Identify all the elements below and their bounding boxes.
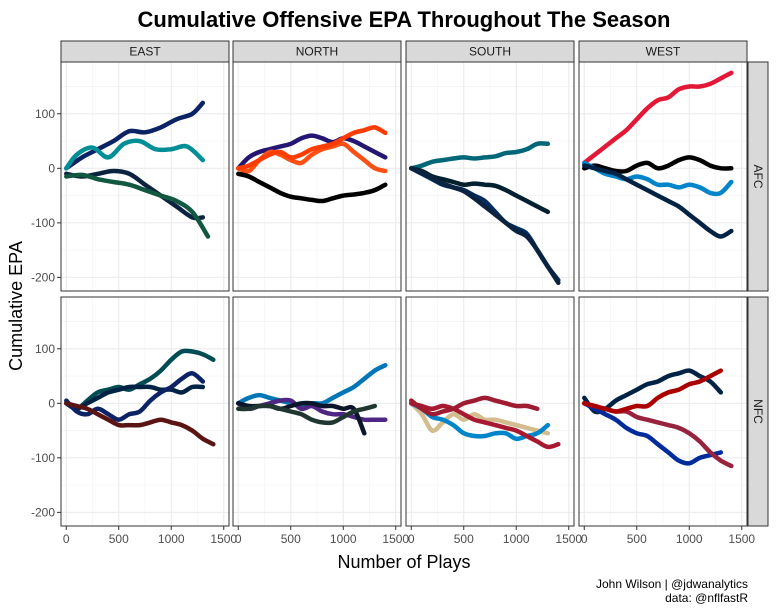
series-line-nfc-west-4 [582,368,724,414]
series-line-afc-north-1 [236,133,388,171]
caption-author: John Wilson | @jdwanalytics [596,577,748,591]
chart-title: Cumulative Offensive EPA Throughout The … [138,7,671,32]
panel-series-afc-east [64,100,211,239]
panel-border-nfc-west [578,296,748,527]
series-line-afc-west-1 [582,70,734,166]
panels-area: EAST NORTH SOUTH WESTAFCNFC1000-100-2001000… [31,40,769,546]
strip-label-south: SOUTH [469,45,511,59]
panel-border-nfc-east [60,296,230,527]
y-tick-label: -100 [31,216,55,230]
x-tick-label: 0 [63,532,70,546]
x-axis-title: Number of Plays [337,552,470,572]
x-tick-label: 500 [281,532,301,546]
y-tick-label: 0 [48,396,55,410]
x-tick-label: 0 [235,532,242,546]
x-tick-label: 0 [581,532,588,546]
x-tick-label: 1000 [503,532,530,546]
x-tick-label: 1500 [555,532,582,546]
series-line-afc-north-3 [236,125,388,171]
panel-series-afc-west [582,70,734,239]
series-line-nfc-east-1 [64,348,216,412]
panel-border-afc-west [578,61,748,292]
y-tick-label: 100 [35,107,55,121]
series-line-nfc-south-3 [409,401,561,450]
series-line-afc-east-1 [64,100,206,171]
y-axis-title: Cumulative EPA [6,241,26,371]
x-tick-label: 1500 [210,532,237,546]
series-line-nfc-south-4 [409,395,540,417]
strip-label-afc: AFC [751,165,765,189]
series-line-nfc-east-4 [64,401,216,447]
series-line-nfc-east-3 [64,371,206,422]
series-line-nfc-north-4 [236,403,378,426]
strip-afc [747,61,769,292]
x-tick-label: 500 [109,532,129,546]
panel-border-afc-east [60,61,230,292]
x-tick-label: 1000 [676,532,703,546]
y-tick-label: 0 [48,161,55,175]
x-tick-label: 1000 [330,532,357,546]
x-tick-label: 0 [408,532,415,546]
strip-label-east: EAST [129,45,161,59]
series-line-afc-south-4 [409,166,561,286]
series-line-afc-west-4 [582,163,734,239]
x-tick-label: 500 [454,532,474,546]
series-line-afc-south-1 [409,141,551,171]
series-line-afc-north-4 [236,171,388,204]
strip-label-nfc: NFC [751,399,765,424]
series-line-afc-west-3 [582,160,734,197]
caption-source: data: @nflfastR [665,591,748,605]
series-line-nfc-south-1 [409,401,551,436]
y-tick-label: -200 [31,505,55,519]
series-line-nfc-east-2 [64,384,206,412]
series-line-afc-east-2 [64,138,206,171]
panel-series-nfc-south [409,395,561,450]
series-line-afc-east-4 [64,172,211,239]
panel-border-afc-north [232,61,402,292]
x-tick-label: 1500 [382,532,409,546]
series-line-afc-west-2 [582,155,734,174]
panel-series-nfc-east [64,348,216,447]
strip-label-west: WEST [646,45,681,59]
y-tick-label: 100 [35,342,55,356]
panel-series-afc-south [409,141,561,286]
x-tick-label: 500 [627,532,647,546]
series-line-nfc-west-2 [582,401,724,466]
strip-nfc [747,296,769,527]
y-tick-label: -100 [31,451,55,465]
x-tick-label: 1000 [158,532,185,546]
panel-series-afc-north [236,125,388,204]
panel-border-nfc-south [405,296,575,527]
panel-border-afc-south [405,61,575,292]
panel-series-nfc-north [236,362,388,436]
x-tick-label: 1500 [728,532,755,546]
strip-label-north: NORTH [296,45,338,59]
y-tick-label: -200 [31,270,55,284]
panel-series-nfc-west [582,368,734,469]
panel-border-nfc-north [232,296,402,527]
